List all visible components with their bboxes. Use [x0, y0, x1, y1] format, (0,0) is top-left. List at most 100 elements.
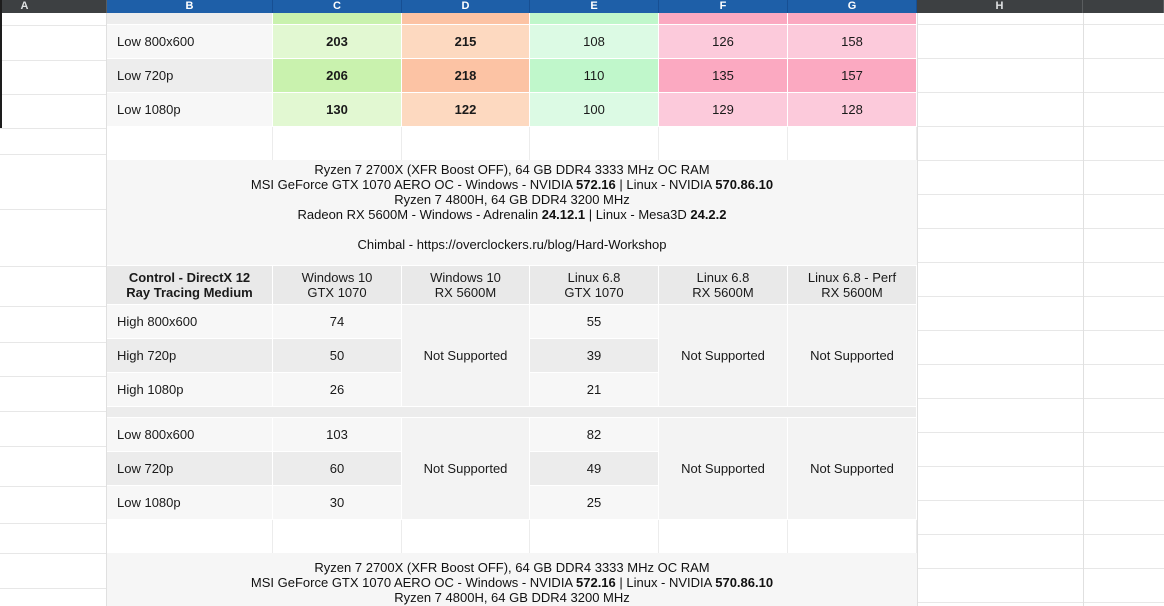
column-header-cell[interactable]: Linux 6.8 RX 5600M	[659, 266, 788, 305]
value-cell[interactable]: 30	[273, 486, 402, 520]
not-supported-cell[interactable]: Not Supported	[402, 305, 530, 407]
partial-row-cell[interactable]	[530, 13, 659, 25]
value-cell[interactable]: 21	[530, 373, 659, 407]
column-header-b[interactable]: B	[107, 0, 273, 13]
value-cell[interactable]: 130	[273, 93, 402, 127]
partial-row-cell[interactable]	[659, 13, 788, 25]
gridline	[0, 446, 107, 447]
gridline	[0, 306, 107, 307]
column-header-cell[interactable]: Windows 10 GTX 1070	[273, 266, 402, 305]
gridline	[0, 209, 107, 210]
gridline	[0, 342, 107, 343]
value-cell[interactable]: 129	[659, 93, 788, 127]
empty-cell[interactable]	[107, 127, 273, 160]
column-header-cell[interactable]: Windows 10 RX 5600M	[402, 266, 530, 305]
empty-cell[interactable]	[659, 127, 788, 160]
not-supported-cell[interactable]: Not Supported	[788, 305, 917, 407]
gridline	[0, 411, 107, 412]
column-header-f[interactable]: F	[659, 0, 788, 13]
value-cell[interactable]: 206	[273, 59, 402, 93]
empty-cell[interactable]	[402, 520, 530, 553]
value-cell[interactable]: 25	[530, 486, 659, 520]
value-cell[interactable]: 60	[273, 452, 402, 486]
table-title-cell[interactable]: Control - DirectX 12 Ray Tracing Medium	[107, 266, 273, 305]
column-header-partial[interactable]	[1083, 0, 1164, 13]
partial-row-cell[interactable]	[788, 13, 917, 25]
spec-line: Ryzen 7 4800H, 64 GB DDR4 3200 MHz	[394, 192, 630, 207]
gridline	[917, 126, 1164, 127]
column-header-h[interactable]: H	[917, 0, 1083, 13]
value-cell[interactable]: 215	[402, 25, 530, 59]
value-cell[interactable]: 74	[273, 305, 402, 339]
spec-line: MSI GeForce GTX 1070 AERO OC - Windows -…	[250, 177, 774, 192]
empty-cell[interactable]	[788, 127, 917, 160]
row-label-cell[interactable]: Low 720p	[107, 59, 273, 93]
row-label-cell[interactable]: Low 800x600	[107, 418, 273, 452]
column-header-cell[interactable]: Linux 6.8 - Perf RX 5600M	[788, 266, 917, 305]
gridline	[917, 466, 1164, 467]
value-cell[interactable]: 157	[788, 59, 917, 93]
value-cell[interactable]: 126	[659, 25, 788, 59]
credit-line: Chimbal - https://overclockers.ru/blog/H…	[357, 237, 667, 252]
column-header-e[interactable]: E	[530, 0, 659, 13]
value-cell[interactable]: 135	[659, 59, 788, 93]
empty-cell[interactable]	[273, 127, 402, 160]
window-left-edge	[0, 0, 2, 128]
row-label-cell[interactable]: Low 1080p	[107, 486, 273, 520]
gridline	[917, 13, 918, 606]
column-header-g[interactable]: G	[788, 0, 917, 13]
value-cell[interactable]: 50	[273, 339, 402, 373]
value-cell[interactable]: 103	[273, 418, 402, 452]
gridline	[0, 25, 107, 26]
column-header-d[interactable]: D	[402, 0, 530, 13]
gridline	[0, 60, 107, 61]
row-label-cell[interactable]: High 1080p	[107, 373, 273, 407]
value-cell[interactable]: 203	[273, 25, 402, 59]
gridline	[917, 398, 1164, 399]
empty-cell[interactable]	[402, 127, 530, 160]
value-cell[interactable]: 128	[788, 93, 917, 127]
value-cell[interactable]: 122	[402, 93, 530, 127]
row-label-cell[interactable]: Low 800x600	[107, 25, 273, 59]
empty-cell[interactable]	[788, 520, 917, 553]
value-cell[interactable]: 158	[788, 25, 917, 59]
gridline	[0, 376, 107, 377]
value-cell[interactable]: 218	[402, 59, 530, 93]
gridline	[917, 228, 1164, 229]
value-cell[interactable]: 108	[530, 25, 659, 59]
empty-cell[interactable]	[659, 520, 788, 553]
row-label-cell[interactable]: High 800x600	[107, 305, 273, 339]
fps-color-table: Low 800x600 203 215 108 126 158 Low 720p…	[107, 13, 917, 127]
empty-cell[interactable]	[530, 520, 659, 553]
gridline	[917, 160, 1164, 161]
gridline	[917, 92, 1164, 93]
value-cell[interactable]: 39	[530, 339, 659, 373]
value-cell[interactable]: 82	[530, 418, 659, 452]
column-header-cell[interactable]: Linux 6.8 GTX 1070	[530, 266, 659, 305]
value-cell[interactable]: 110	[530, 59, 659, 93]
value-cell[interactable]: 55	[530, 305, 659, 339]
spec-line: Radeon RX 5600M - Windows - Adrenalin 24…	[297, 207, 727, 222]
partial-row-cell[interactable]	[273, 13, 402, 25]
column-header-c[interactable]: C	[273, 0, 402, 13]
value-cell[interactable]: 100	[530, 93, 659, 127]
empty-cell[interactable]	[273, 520, 402, 553]
row-label-cell[interactable]: High 720p	[107, 339, 273, 373]
not-supported-cell[interactable]: Not Supported	[659, 418, 788, 520]
row-label-cell[interactable]: Low 720p	[107, 452, 273, 486]
row-label-cell[interactable]: Low 1080p	[107, 93, 273, 127]
empty-cell[interactable]	[530, 127, 659, 160]
not-supported-cell[interactable]: Not Supported	[402, 418, 530, 520]
system-spec-block-bottom[interactable]: Ryzen 7 2700X (XFR Boost OFF), 64 GB DDR…	[107, 553, 917, 606]
value-cell[interactable]: 26	[273, 373, 402, 407]
not-supported-cell[interactable]: Not Supported	[788, 418, 917, 520]
partial-row-cell[interactable]	[402, 13, 530, 25]
empty-cell[interactable]	[107, 520, 273, 553]
gridline	[917, 194, 1164, 195]
column-header-a[interactable]: A	[0, 0, 107, 13]
not-supported-cell[interactable]: Not Supported	[659, 305, 788, 407]
gridline	[0, 128, 107, 129]
partial-row-cell[interactable]	[107, 13, 273, 25]
system-spec-block[interactable]: Ryzen 7 2700X (XFR Boost OFF), 64 GB DDR…	[107, 160, 917, 265]
value-cell[interactable]: 49	[530, 452, 659, 486]
